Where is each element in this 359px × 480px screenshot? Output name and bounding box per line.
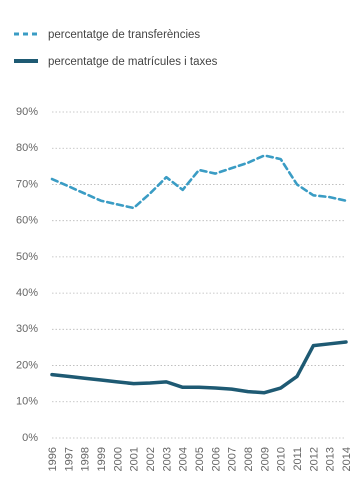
- gridlines: [52, 111, 346, 439]
- legend-label-matricules: percentatge de matrícules i taxes: [48, 56, 218, 68]
- x-tick-label: 2003: [161, 447, 173, 471]
- x-tick-label: 2013: [325, 447, 337, 471]
- y-tick-label: 20%: [16, 359, 38, 371]
- x-tick-label: 2007: [227, 447, 239, 471]
- series-line-matricules: [50, 340, 348, 395]
- x-tick-label: 1998: [80, 447, 92, 471]
- y-tick-label: 40%: [16, 287, 38, 299]
- y-axis-ticks: 0% 10% 20% 30% 40% 50% 60% 70% 80% 90%: [16, 106, 38, 444]
- y-tick-label: 70%: [16, 178, 38, 190]
- x-tick-label: 2014: [341, 447, 353, 471]
- x-tick-label: 2004: [178, 447, 190, 471]
- x-tick-label: 2010: [276, 447, 288, 471]
- x-tick-label: 2002: [145, 447, 157, 471]
- series-group: [50, 154, 348, 395]
- y-tick-label: 0%: [22, 432, 38, 444]
- series-line-transferencies: [50, 154, 348, 210]
- legend-label-transferencies: percentatge de transferències: [48, 29, 200, 41]
- y-tick-label: 30%: [16, 323, 38, 335]
- y-tick-label: 60%: [16, 215, 38, 227]
- x-tick-label: 2006: [210, 447, 222, 471]
- x-tick-label: 2011: [292, 447, 304, 471]
- x-tick-label: 2008: [243, 447, 255, 471]
- x-axis-ticks: 1996 1997 1998 1999 2000 2001 2002 2003 2004 2005…: [47, 447, 353, 471]
- y-tick-label: 50%: [16, 251, 38, 263]
- x-tick-label: 2001: [129, 447, 141, 471]
- x-tick-label: 2005: [194, 447, 206, 471]
- y-tick-label: 10%: [16, 396, 38, 408]
- x-tick-label: 2009: [259, 447, 271, 471]
- x-tick-label: 2012: [308, 447, 320, 471]
- x-tick-label: 1999: [96, 447, 108, 471]
- y-tick-label: 80%: [16, 142, 38, 154]
- y-tick-label: 90%: [16, 106, 38, 118]
- x-tick-label: 2000: [112, 447, 124, 471]
- x-tick-label: 1996: [47, 447, 59, 471]
- legend: percentatge de transferències percentatg…: [14, 29, 218, 68]
- x-tick-label: 1997: [63, 447, 75, 471]
